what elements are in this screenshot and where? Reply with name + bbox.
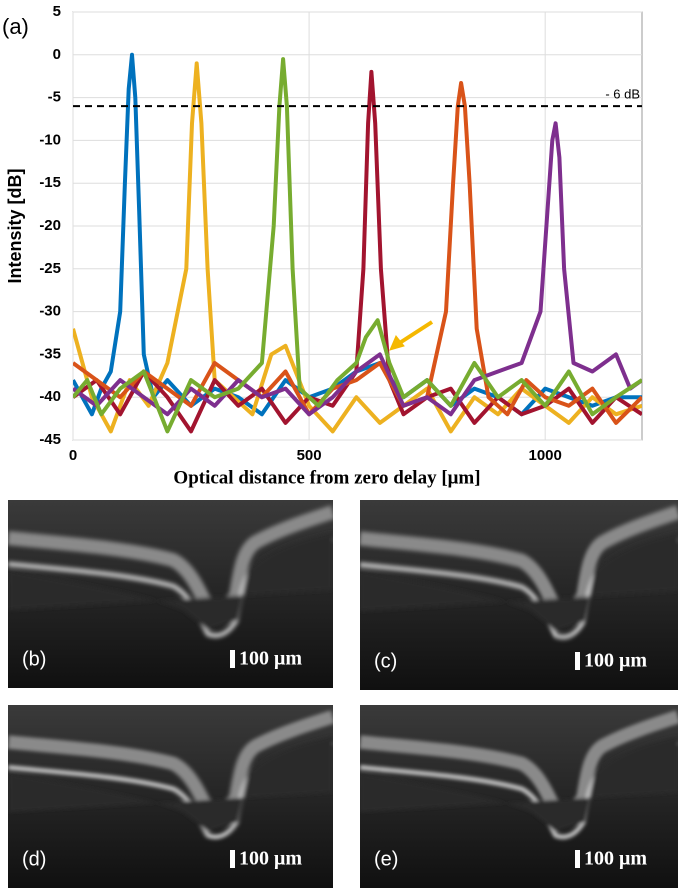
y-tick-label: -45 (39, 431, 61, 448)
image-label: (b) (22, 648, 46, 670)
x-tick-label: 0 (69, 447, 77, 464)
x-tick-label: 1000 (529, 447, 562, 464)
arrow (396, 320, 434, 346)
panel-label: (a) (2, 14, 29, 39)
x-tick-label: 500 (297, 447, 322, 464)
oct-image: (b) 100 μm (8, 500, 333, 688)
y-tick-label: -10 (39, 131, 61, 148)
scale-bar (575, 850, 580, 868)
image-label: (c) (374, 650, 397, 672)
arrow-head (389, 335, 405, 351)
retina-layer (8, 736, 333, 832)
y-tick-label: -30 (39, 303, 61, 320)
retina-layer (360, 532, 678, 632)
y-tick-label: 5 (53, 3, 61, 20)
y-tick-label: 0 (53, 46, 61, 63)
scale-bar-label: 100 μm (239, 648, 302, 670)
retina (360, 710, 678, 840)
data-line (73, 57, 642, 434)
y-tick-label: -20 (39, 217, 61, 234)
x-axis-label: Optical distance from zero delay [μm] (173, 467, 480, 488)
scale-bar (575, 652, 580, 670)
scale-bar (230, 650, 235, 668)
image-label: (e) (374, 848, 398, 870)
y-tick-label: -15 (39, 174, 61, 191)
scale-bar-label: 100 μm (584, 848, 647, 870)
data-line (73, 121, 642, 417)
scale-bar-label: 100 μm (584, 650, 647, 672)
y-tick-label: -35 (39, 345, 61, 362)
retina (360, 505, 678, 640)
retina-layer (360, 736, 678, 832)
y-tick-label: -40 (39, 388, 61, 405)
retina-layer (8, 532, 333, 630)
scale-bar-label: 100 μm (239, 848, 302, 870)
image-label: (d) (22, 848, 46, 870)
y-axis-label: Intensity [dB] (5, 169, 25, 284)
y-tick-label: -25 (39, 260, 61, 277)
data-line (73, 69, 642, 434)
retina (8, 710, 333, 840)
scale-bar (230, 850, 235, 868)
reference-label: - 6 dB (605, 87, 640, 102)
oct-image: (c) 100 μm (360, 500, 678, 690)
oct-image: (d) 100 μm (8, 705, 333, 888)
y-tick-label: -5 (48, 89, 61, 106)
chart: (a) Intensity [dB] Optical distance from… (2, 3, 643, 488)
oct-image: (e) 100 μm (360, 705, 678, 888)
retina (8, 505, 333, 638)
